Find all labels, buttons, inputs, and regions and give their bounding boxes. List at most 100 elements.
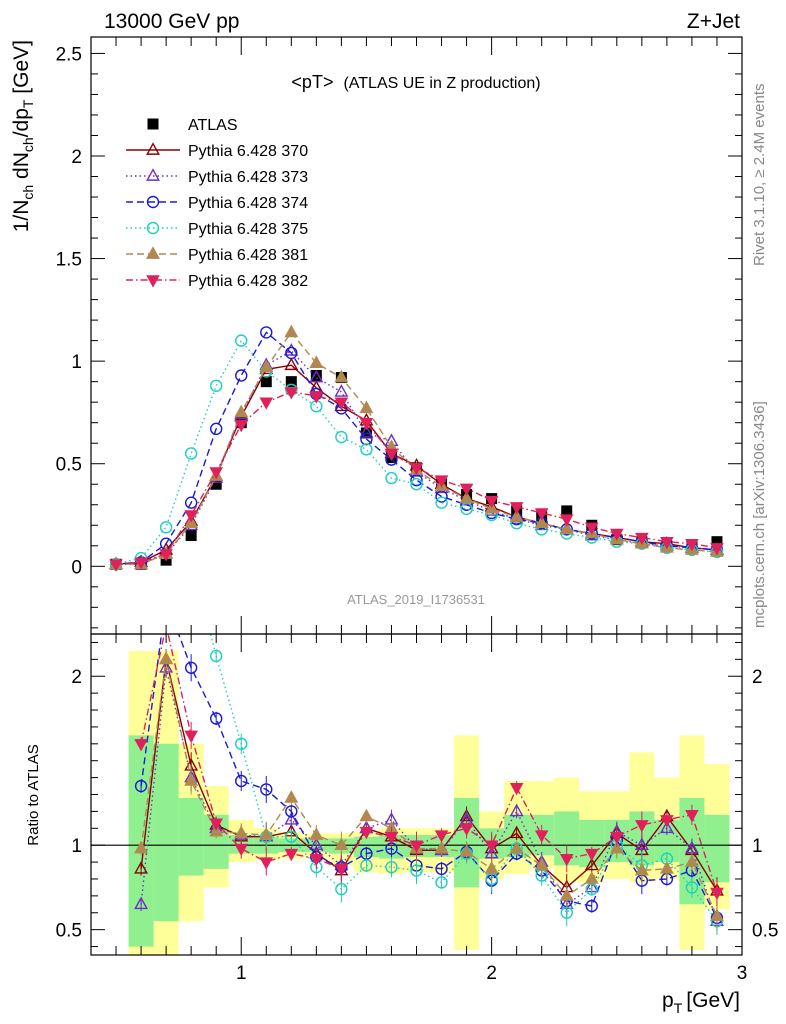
main-y-tick-label: 1.5 — [56, 250, 82, 271]
data-point — [134, 557, 148, 570]
data-point — [309, 369, 324, 383]
legend-entry-pythia-6-428-373: Pythia 6.428 373 — [126, 168, 308, 186]
ratio-data-point — [359, 808, 374, 822]
data-point — [484, 495, 499, 509]
legend-label: Pythia 6.428 381 — [188, 247, 308, 264]
data-point — [159, 521, 173, 534]
main-y-tick-label: 0 — [71, 557, 82, 578]
ratio-data-point — [284, 790, 299, 803]
ratio-axis-ticks: 0.5 0.5 1 1 2 2 1 2 3 — [56, 634, 778, 984]
legend-entry-pythia-6-428-374: Pythia 6.428 374 — [126, 195, 308, 212]
data-point — [434, 475, 449, 488]
data-point — [209, 467, 223, 480]
legend-marker — [146, 275, 160, 288]
ratio-data-point — [384, 832, 399, 845]
data-point — [335, 430, 348, 444]
x-axis-title-main: p — [662, 989, 674, 1012]
data-point — [259, 397, 274, 410]
legend-label: Pythia 6.428 374 — [188, 195, 308, 212]
analysis-label: ATLAS_2019_I1736531 — [347, 592, 485, 607]
data-point — [359, 425, 374, 438]
data-point — [235, 334, 248, 347]
ratio-band-inner — [704, 814, 730, 883]
data-point — [711, 536, 723, 548]
data-point — [209, 379, 223, 392]
x-tick-label: 3 — [737, 963, 748, 984]
main-y-tick-label: 0.5 — [56, 455, 82, 476]
data-point — [509, 502, 524, 515]
data-point — [184, 510, 198, 523]
ratio-data-point — [259, 857, 274, 870]
ratio-data-point — [360, 859, 373, 872]
ratio-data-point — [509, 803, 524, 817]
plot-title: <pT> (ATLAS UE in Z production) — [291, 72, 540, 92]
x-tick-label: 2 — [486, 963, 497, 984]
ratio-data-point — [209, 712, 223, 725]
series-pythia-6-428-382 — [109, 387, 724, 572]
ratio-band-inner — [153, 743, 179, 922]
ratio-y-tick-label-right: 1 — [752, 836, 763, 857]
ratio-data-point — [684, 854, 699, 867]
data-point — [310, 370, 322, 382]
ratio-panel: 0.5 0.5 1 1 2 2 1 2 3 Ratio to ATLAS — [25, 502, 778, 984]
ratio-data-point — [309, 827, 324, 840]
ratio-data-point — [559, 888, 574, 901]
x-tick-label: 1 — [236, 963, 247, 984]
ratio-data-point — [585, 899, 598, 913]
legend-entry-pythia-6-428-382: Pythia 6.428 382 — [126, 273, 308, 290]
ratio-uncertainty-bands — [128, 650, 730, 955]
ratio-y-tick-label: 1 — [71, 836, 82, 857]
ratio-y-tick-label-right: 0.5 — [752, 921, 778, 942]
data-point — [334, 398, 349, 412]
data-point — [561, 505, 573, 517]
plot-title-main: <pT> — [291, 72, 333, 92]
data-point — [284, 324, 299, 338]
ratio-data-point — [534, 857, 549, 871]
ratio-data-point — [484, 861, 499, 874]
data-point — [584, 522, 599, 535]
data-point — [410, 478, 423, 491]
data-point — [184, 496, 198, 509]
ratio-data-point — [161, 595, 172, 606]
ratio-data-point — [234, 825, 249, 839]
data-point — [234, 404, 249, 418]
ratio-data-point — [260, 783, 273, 796]
ratio-line-pythia-6-428-375 — [209, 634, 718, 922]
legend: ATLAS Pythia 6.428 370 Pythia 6.428 373 Pyt… — [126, 117, 308, 290]
data-point — [409, 463, 424, 476]
ratio-data-point — [634, 862, 649, 876]
data-point — [610, 528, 624, 542]
ratio-data-point — [434, 830, 449, 843]
ratio-series-pythia-6-428-382 — [134, 634, 724, 907]
data-point — [559, 514, 574, 527]
data-point — [534, 515, 549, 529]
series-line-pythia-6-428-373 — [116, 350, 718, 565]
ratio-data-point — [334, 864, 349, 877]
ratio-data-point — [509, 825, 524, 839]
data-point — [159, 549, 173, 562]
series-line-pythia-6-428-374 — [115, 331, 718, 565]
x-axis-title-sub: T — [674, 1000, 683, 1016]
data-point — [459, 490, 474, 504]
ratio-series-pythia-6-428-381 — [134, 649, 724, 930]
ratio-data-point — [134, 739, 148, 752]
ratio-y-tick-label: 0.5 — [56, 921, 82, 942]
ratio-data-point — [284, 812, 299, 825]
ratio-data-point — [161, 502, 172, 513]
ratio-data-point — [335, 882, 348, 896]
main-y-tick-label: 2.5 — [56, 44, 82, 65]
data-point — [235, 369, 248, 382]
ratio-data-point — [584, 848, 599, 862]
data-point — [309, 355, 324, 369]
legend-marker — [146, 195, 160, 209]
data-point — [285, 346, 298, 360]
data-point — [360, 432, 373, 446]
data-point — [534, 508, 549, 521]
data-point — [460, 502, 473, 516]
data-point — [185, 530, 197, 542]
ratio-data-point — [634, 837, 649, 851]
legend-label: ATLAS — [188, 117, 238, 134]
x-axis-title: pT [GeV] — [662, 989, 740, 1016]
ratio-data-point — [234, 843, 249, 857]
